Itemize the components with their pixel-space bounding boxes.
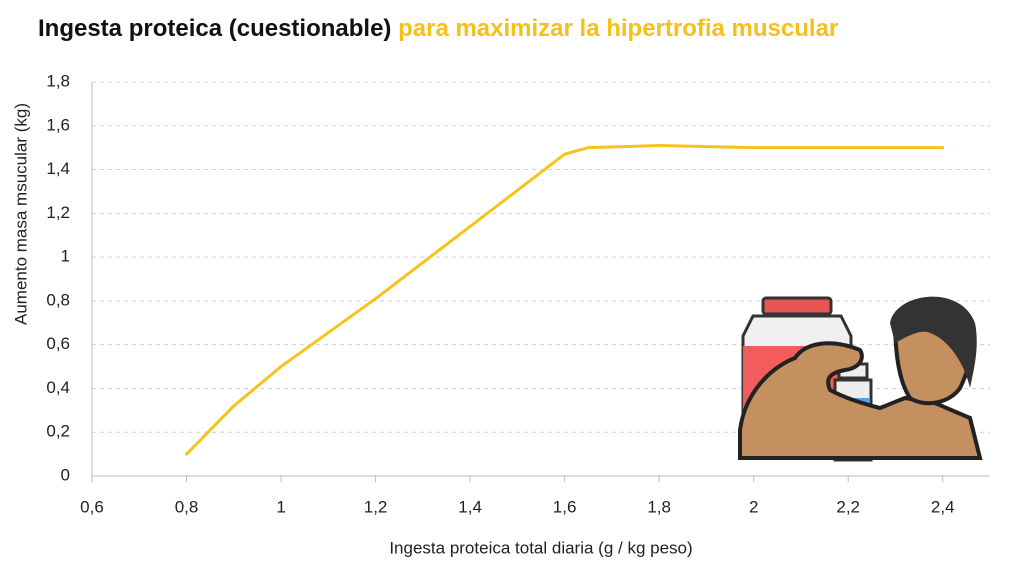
illustration (738, 296, 983, 462)
y-tick-label: 1,2 (46, 203, 70, 222)
x-tick-label: 0,8 (175, 497, 199, 516)
y-tick-label: 1,8 (46, 71, 70, 90)
title-main: Ingesta proteica (cuestionable) (38, 15, 391, 42)
x-tick-label: 1,8 (647, 497, 671, 516)
y-tick-label: 1,6 (46, 115, 70, 134)
x-tick-label: 2,2 (836, 497, 860, 516)
x-tick-label: 1,2 (364, 497, 388, 516)
x-tick-label: 2 (749, 497, 758, 516)
y-tick-label: 1,4 (46, 159, 70, 178)
chart-title: Ingesta proteica (cuestionable) para max… (38, 15, 838, 42)
y-tick-label: 0,4 (46, 378, 70, 397)
x-tick-label: 1 (276, 497, 285, 516)
x-tick-label: 2,4 (931, 497, 955, 516)
y-tick-label: 0,6 (46, 334, 70, 353)
y-axis-label: Aumento masa msucular (kg) (11, 103, 30, 325)
line-series (185, 143, 945, 456)
x-axis-label: Ingesta proteica total diaria (g / kg pe… (389, 538, 692, 557)
y-tick-label: 1 (61, 247, 70, 266)
x-tick-label: 1,6 (553, 497, 577, 516)
y-tick-label: 0,2 (46, 422, 70, 441)
x-tick-label: 0,6 (80, 497, 104, 516)
y-tick-label: 0,8 (46, 290, 70, 309)
plot-area: 0 0,2 0,4 0,6 0,8 1 1,2 1,4 1,6 1,8 0,6 0,8 1 1,2 1,4 1… (46, 71, 990, 516)
x-tick-label: 1,4 (458, 497, 482, 516)
y-tick-label: 0 (61, 465, 70, 484)
title-highlight: para maximizar la hipertrofia muscular (398, 15, 838, 42)
